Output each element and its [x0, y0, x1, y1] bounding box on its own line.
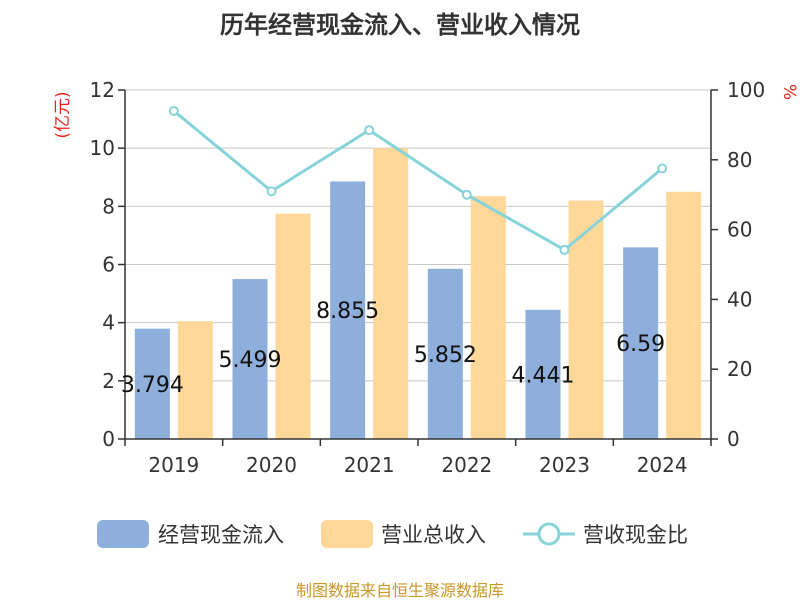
right-axis-unit: % [779, 84, 799, 100]
x-tick-label: 2023 [539, 453, 590, 477]
legend: 经营现金流入 营业总收入 营收现金比 [97, 520, 688, 548]
x-tick-label: 2022 [441, 453, 492, 477]
bar-revenue [275, 213, 311, 439]
left-tick-label: 0 [102, 427, 115, 451]
x-tick-label: 2020 [246, 453, 297, 477]
ratio-polyline [172, 109, 664, 252]
bar-revenue [666, 191, 702, 439]
bar-cash-inflow [427, 268, 463, 439]
left-tick-label: 10 [90, 136, 115, 160]
data-label: 5.499 [219, 348, 282, 373]
legend-label-cash-inflow: 经营现金流入 [158, 523, 284, 547]
left-tick-label: 6 [102, 253, 115, 277]
bar-revenue [470, 196, 506, 439]
x-tick-label: 2019 [148, 453, 199, 477]
ratio-point [168, 105, 179, 116]
data-label: 3.794 [121, 373, 184, 398]
left-tick-label: 2 [102, 369, 115, 393]
ratio-point [266, 186, 277, 197]
left-tick-label: 12 [90, 78, 115, 102]
legend-marker-ratio [537, 522, 561, 546]
axes: 0 2 4 6 8 10 12 0 20 40 60 80 100 2019 2020 2021 2022 202… [90, 78, 766, 477]
bar-revenue [568, 200, 604, 439]
right-tick-label: 60 [727, 218, 752, 242]
legend-label-revenue: 营业总收入 [381, 523, 486, 547]
right-tick-label: 80 [727, 148, 752, 172]
bar-revenue [373, 148, 409, 439]
x-tick-label: 2024 [637, 453, 688, 477]
left-tick-label: 8 [102, 194, 115, 218]
data-labels: 3.794 5.499 8.855 5.852 4.441 6.59 [121, 299, 665, 398]
data-label: 4.441 [512, 363, 575, 388]
legend-swatch-revenue [321, 520, 373, 548]
x-tick-label: 2021 [344, 453, 395, 477]
right-tick-label: 20 [727, 357, 752, 381]
left-tick-label: 4 [102, 311, 115, 335]
bar-cash-inflow [525, 309, 561, 439]
ratio-line [168, 105, 668, 255]
data-label: 5.852 [414, 343, 477, 368]
bar-cash-inflow [232, 279, 268, 439]
chart-title: 历年经营现金流入、营业收入情况 [220, 11, 580, 39]
bars [134, 148, 702, 439]
left-axis-unit: (亿元) [53, 91, 73, 138]
ratio-point [559, 244, 570, 255]
right-tick-label: 0 [727, 427, 740, 451]
legend-swatch-cash-inflow [97, 520, 149, 548]
grid-lines [125, 89, 711, 382]
right-tick-label: 100 [727, 78, 765, 102]
bar-cash-inflow [330, 181, 366, 439]
source-note: 制图数据来自恒生聚源数据库 [296, 581, 504, 600]
bar-revenue [177, 321, 213, 439]
data-label: 8.855 [316, 299, 379, 324]
legend-label-ratio: 营收现金比 [583, 523, 688, 547]
right-tick-label: 40 [727, 287, 752, 311]
ratio-point [657, 163, 668, 174]
ratio-point [364, 125, 375, 136]
ratio-point [461, 189, 472, 200]
bar-cash-inflow [623, 247, 659, 439]
bar-cash-inflow [134, 328, 170, 439]
data-label: 6.59 [616, 332, 665, 357]
